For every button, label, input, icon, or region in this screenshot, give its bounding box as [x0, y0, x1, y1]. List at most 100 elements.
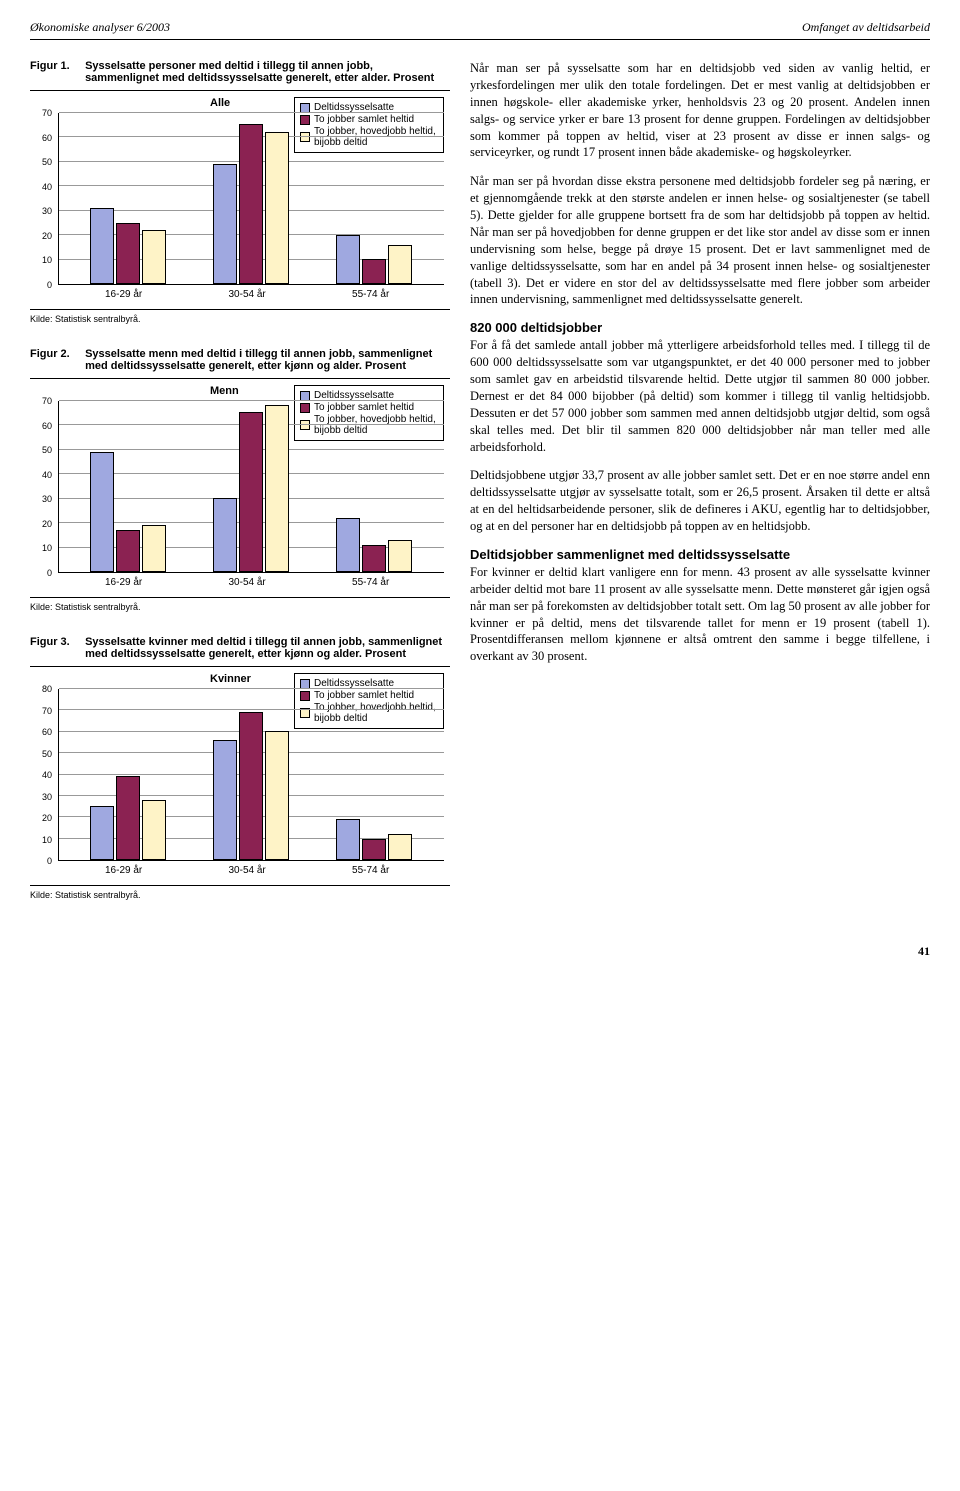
bar-group [90, 208, 166, 284]
bar [362, 259, 386, 284]
bar [90, 452, 114, 572]
bar [142, 525, 166, 572]
x-tick-label: 30-54 år [229, 289, 266, 300]
bar-group [336, 235, 412, 284]
y-tick-label: 80 [42, 684, 52, 694]
fig2-source: Kilde: Statistisk sentralbyrå. [30, 602, 450, 612]
x-tick-label: 55-74 år [352, 865, 389, 876]
body-p2: Når man ser på hvordan disse ekstra pers… [470, 173, 930, 308]
bar [388, 834, 412, 860]
bar [239, 712, 263, 860]
y-tick-label: 10 [42, 835, 52, 845]
x-tick-label: 16-29 år [105, 865, 142, 876]
y-tick-label: 30 [42, 792, 52, 802]
x-axis: 16-29 år30-54 år55-74 år [58, 865, 444, 879]
plot-area [58, 401, 444, 573]
x-tick-label: 55-74 år [352, 577, 389, 588]
y-axis: 010203040506070 [30, 401, 54, 573]
fig3-num: Figur 3. [30, 636, 82, 648]
y-axis: 01020304050607080 [30, 689, 54, 861]
bar [116, 530, 140, 572]
bar [142, 800, 166, 860]
body-p1: Når man ser på sysselsatte som har en de… [470, 60, 930, 161]
figure-3: Figur 3. Sysselsatte kvinner med deltid … [30, 636, 450, 900]
bar [116, 223, 140, 284]
bar [388, 245, 412, 284]
y-tick-label: 50 [42, 445, 52, 455]
x-axis: 16-29 år 30-54 år 55-74 år [58, 289, 444, 303]
bar [213, 164, 237, 284]
chart-subtitle: Menn [210, 385, 239, 397]
bar [336, 819, 360, 860]
plot-area [58, 113, 444, 285]
bar [213, 740, 237, 860]
bar [362, 839, 386, 861]
bar-group [90, 452, 166, 572]
figures-column: Figur 1. Sysselsatte personer med deltid… [30, 60, 450, 924]
bar [239, 124, 263, 284]
bar-group [213, 712, 289, 860]
plot-area [58, 689, 444, 861]
y-tick-label: 50 [42, 157, 52, 167]
y-tick-label: 20 [42, 519, 52, 529]
fig1-title: Sysselsatte personer med deltid i tilleg… [85, 60, 445, 84]
y-tick-label: 30 [42, 206, 52, 216]
page-header: Økonomiske analyser 6/2003 Omfanget av d… [30, 20, 930, 40]
y-tick-label: 70 [42, 706, 52, 716]
figure-1: Figur 1. Sysselsatte personer med deltid… [30, 60, 450, 324]
page-number: 41 [30, 944, 930, 959]
bar [265, 405, 289, 572]
fig2-chart: MennDeltidssysselsatteTo jobber samlet h… [30, 378, 450, 598]
bar-group [90, 776, 166, 860]
y-tick-label: 20 [42, 813, 52, 823]
y-tick-label: 40 [42, 470, 52, 480]
figure-2: Figur 2. Sysselsatte menn med deltid i t… [30, 348, 450, 612]
fig2-caption: Figur 2. Sysselsatte menn med deltid i t… [30, 348, 450, 372]
grid-line [59, 709, 444, 710]
fig1-num: Figur 1. [30, 60, 82, 72]
y-tick-label: 10 [42, 543, 52, 553]
bar [90, 208, 114, 284]
fig3-caption: Figur 3. Sysselsatte kvinner med deltid … [30, 636, 450, 660]
y-tick-label: 40 [42, 770, 52, 780]
body-h2: Deltidsjobber sammenlignet med deltidssy… [470, 547, 930, 562]
y-tick-label: 0 [47, 856, 52, 866]
grid-line [59, 112, 444, 113]
y-tick-label: 0 [47, 568, 52, 578]
legend-swatch [300, 679, 310, 689]
bar [388, 540, 412, 572]
body-h1: 820 000 deltidsjobber [470, 320, 930, 335]
bar [265, 731, 289, 860]
fig3-chart: KvinnerDeltidssysselsatteTo jobber samle… [30, 666, 450, 886]
y-tick-label: 30 [42, 494, 52, 504]
y-tick-label: 60 [42, 727, 52, 737]
body-column: Når man ser på sysselsatte som har en de… [470, 60, 930, 924]
bar-group [213, 405, 289, 572]
x-tick-label: 16-29 år [105, 289, 142, 300]
legend-swatch [300, 103, 310, 113]
header-left: Økonomiske analyser 6/2003 [30, 20, 170, 35]
bar-group [336, 518, 412, 572]
y-tick-label: 50 [42, 749, 52, 759]
chart-subtitle: Kvinner [210, 673, 251, 685]
x-axis: 16-29 år 30-54 år 55-74 år [58, 577, 444, 591]
y-tick-label: 60 [42, 133, 52, 143]
fig2-title: Sysselsatte menn med deltid i tillegg ti… [85, 348, 445, 372]
two-column-layout: Figur 1. Sysselsatte personer med deltid… [30, 60, 930, 924]
y-tick-label: 60 [42, 421, 52, 431]
x-tick-label: 30-54 år [229, 577, 266, 588]
bar-group [213, 124, 289, 284]
y-tick-label: 20 [42, 231, 52, 241]
y-tick-label: 70 [42, 396, 52, 406]
y-tick-label: 0 [47, 280, 52, 290]
x-tick-label: 55-74 år [352, 289, 389, 300]
bar [336, 235, 360, 284]
legend-swatch [300, 391, 310, 401]
bar-group [336, 819, 412, 860]
bar [213, 498, 237, 572]
y-tick-label: 10 [42, 255, 52, 265]
x-tick-label: 16-29 år [105, 577, 142, 588]
bar [336, 518, 360, 572]
fig1-chart: AlleDeltidssysselsatteTo jobber samlet h… [30, 90, 450, 310]
fig3-source: Kilde: Statistisk sentralbyrå. [30, 890, 450, 900]
